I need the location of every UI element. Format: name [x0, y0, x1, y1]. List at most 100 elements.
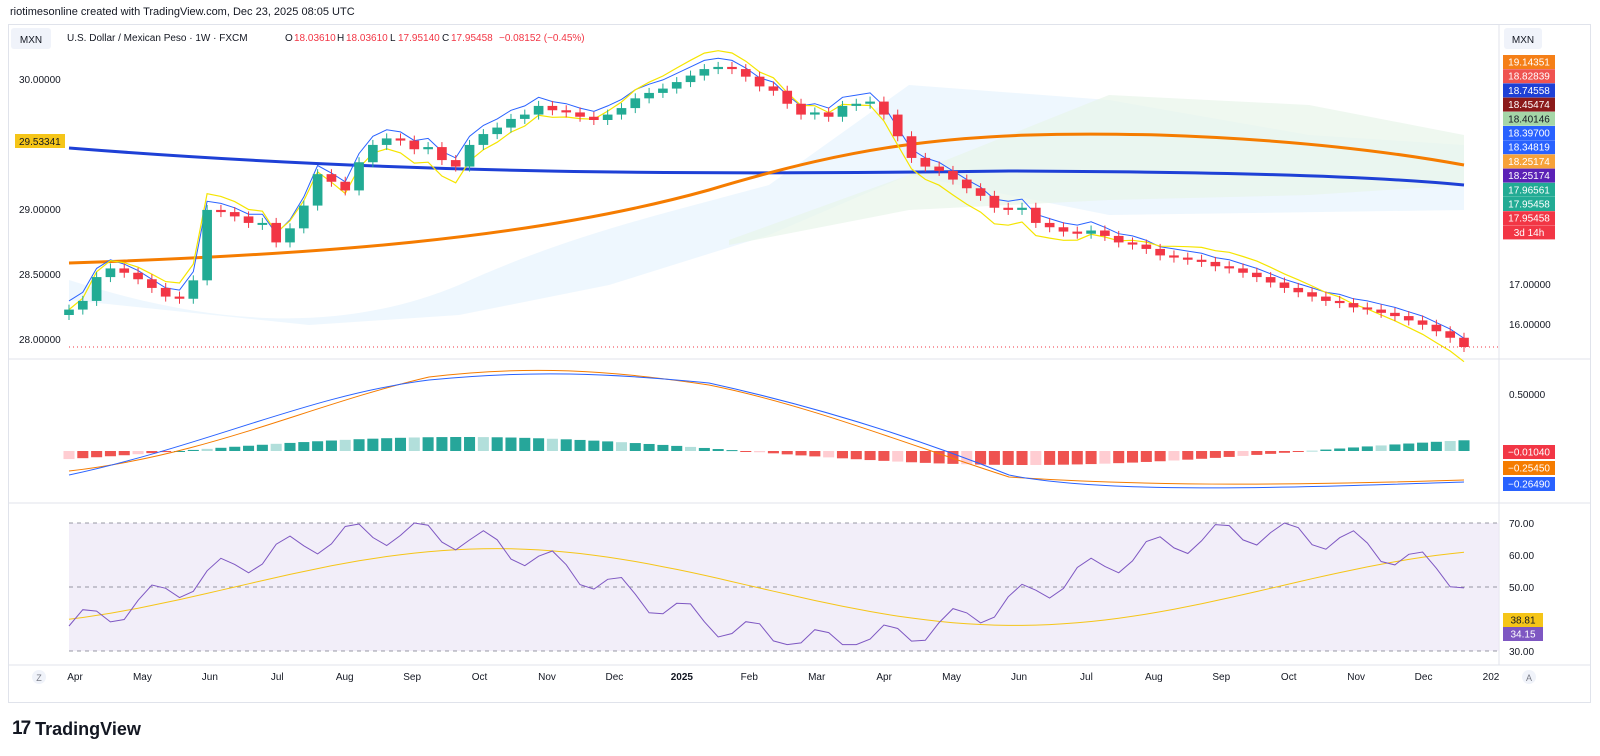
candle-body — [1265, 277, 1276, 283]
macd-histogram-bar — [215, 447, 227, 451]
candle-body — [409, 140, 420, 150]
candle-body — [975, 188, 986, 196]
price-label-bg — [1503, 126, 1555, 140]
macd-histogram-bar — [464, 437, 476, 451]
left-axis-highlight-bg — [15, 134, 65, 148]
ichimoku-cloud — [729, 95, 1464, 245]
price-label-bg — [1503, 83, 1555, 98]
candle-body — [381, 138, 392, 145]
currency-badge-left[interactable]: MXN — [20, 35, 42, 46]
time-axis-label: Jun — [202, 672, 218, 683]
time-axis-label: May — [942, 672, 961, 683]
candle-body — [616, 108, 627, 115]
candle-body — [1044, 222, 1055, 228]
candle-body — [119, 268, 130, 273]
ohlc-low-label: L — [390, 33, 396, 44]
macd-histogram-bar — [629, 443, 641, 451]
macd-histogram-bar — [657, 444, 669, 451]
macd-histogram-bar — [367, 438, 379, 451]
macd-histogram-bar — [1085, 451, 1097, 465]
macd-histogram-bar — [1196, 451, 1208, 459]
zoom-button-bg[interactable] — [32, 670, 46, 684]
zoom-button[interactable]: Z — [36, 673, 42, 683]
macd-histogram-bar — [1126, 451, 1139, 463]
candle-body — [1127, 242, 1138, 245]
candle-body — [1251, 272, 1262, 278]
candle-body — [1155, 248, 1165, 256]
macd-histogram-bar — [1320, 449, 1332, 451]
macd-histogram-bar — [1168, 451, 1180, 461]
macd-histogram-bar — [1458, 440, 1470, 451]
candle-body — [229, 212, 240, 217]
macd-histogram-bar — [560, 439, 572, 451]
macd-histogram-bar — [988, 451, 1000, 465]
candle-body — [602, 114, 613, 120]
ma-long-blue — [68, 146, 1465, 187]
macd-label-bg — [1503, 461, 1555, 475]
candle-body — [754, 76, 765, 87]
candle-body — [1238, 268, 1248, 273]
macd-histogram-bar — [1375, 445, 1387, 451]
price-label: 18.74558 — [1508, 86, 1550, 97]
candle-body — [961, 179, 972, 189]
price-label-bg — [1503, 168, 1555, 183]
macd-histogram-bar — [1265, 451, 1277, 454]
rsi-label-bg — [1503, 627, 1543, 641]
macd-histogram-bar — [243, 445, 255, 451]
currency-badge-left-bg[interactable] — [11, 28, 51, 49]
macd-histogram-bar — [864, 451, 876, 461]
currency-badge-right-bg[interactable] — [1504, 28, 1542, 49]
left-axis-highlight: 29.53341 — [19, 137, 61, 148]
macd-label-bg — [1503, 445, 1555, 459]
macd-histogram-bar — [1251, 451, 1263, 455]
macd-histogram-bar — [325, 440, 337, 451]
price-label-bg — [1503, 55, 1555, 69]
candle-body — [1017, 207, 1027, 210]
macd-histogram-bar — [588, 440, 600, 451]
macd-histogram-bar — [91, 451, 103, 458]
macd-histogram-bar — [160, 451, 172, 453]
time-axis-label: Nov — [1347, 672, 1365, 683]
left-tick-1: 30.00000 — [19, 75, 61, 86]
candle-body — [77, 300, 88, 310]
candle-body — [989, 195, 1000, 208]
candle-body — [685, 75, 696, 83]
ohlc-change: −0.08152 (−0.45%) — [499, 33, 585, 44]
candle-body — [823, 112, 834, 117]
candle-body — [851, 103, 862, 106]
time-axis-label: Sep — [1212, 672, 1230, 683]
candle-body — [450, 160, 461, 167]
chart-frame: MXN U.S. Dollar / Mexican Peso · 1W · FX… — [8, 24, 1591, 703]
macd-histogram-bar — [229, 446, 241, 451]
macd-histogram-bar — [173, 451, 186, 452]
candle-body — [188, 280, 199, 299]
price-label: 18.25174 — [1508, 157, 1550, 168]
macd-histogram-bar — [77, 451, 89, 459]
chart-svg[interactable]: MXN U.S. Dollar / Mexican Peso · 1W · FX… — [9, 25, 1590, 702]
candle-body — [561, 110, 572, 113]
tradingview-brand: 17 TradingView — [12, 718, 141, 740]
rsi-label: 38.81 — [1510, 616, 1535, 627]
countdown-bg — [1503, 225, 1555, 240]
macd-histogram-bar — [408, 437, 420, 451]
candle-body — [478, 134, 489, 145]
candle-body — [920, 157, 931, 167]
candle-body — [354, 162, 364, 191]
candle-body — [423, 147, 433, 150]
price-label: 18.82839 — [1508, 72, 1550, 83]
macd-histogram-bar — [1057, 451, 1069, 465]
currency-badge-right[interactable]: MXN — [1512, 35, 1534, 46]
macd-histogram-bar — [118, 451, 130, 456]
macd-label: −0.25450 — [1508, 464, 1550, 475]
candle-body — [547, 105, 558, 111]
candle-body — [713, 66, 723, 70]
candle-body — [1459, 337, 1469, 348]
auto-scale-button[interactable]: A — [1526, 673, 1532, 683]
auto-scale-button-bg[interactable] — [1522, 670, 1536, 684]
macd-histogram-bar — [726, 450, 738, 452]
macd-histogram-bar — [975, 451, 987, 465]
candle-body — [105, 268, 116, 278]
candle-body — [948, 170, 958, 180]
macd-histogram-bar — [1002, 451, 1014, 465]
macd-histogram-bar — [1223, 451, 1235, 457]
